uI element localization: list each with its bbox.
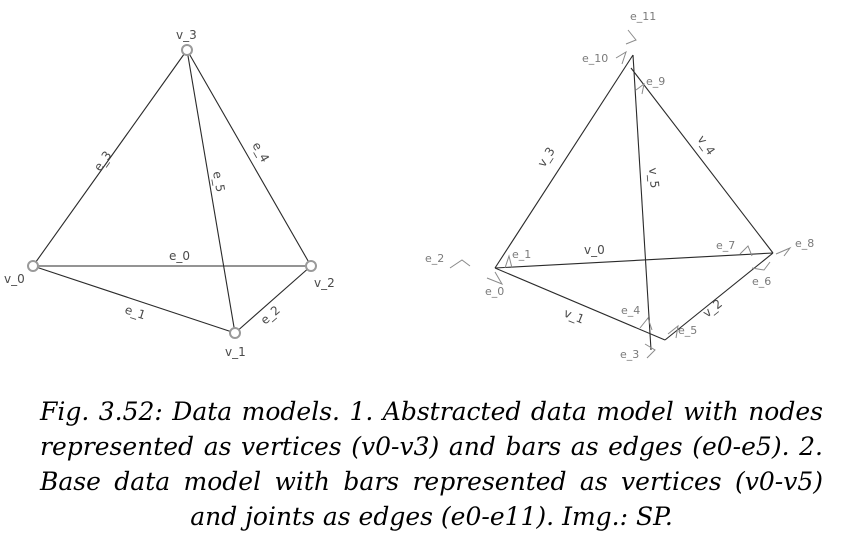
joint-label-e5: e_5 (678, 324, 697, 337)
vertex-v1 (229, 327, 241, 339)
joint-e9 (635, 82, 645, 95)
vertex-label-v2: v_2 (314, 276, 335, 290)
bar-label-v3: v_3 (535, 145, 558, 170)
vertex-label-v3: v_3 (176, 28, 197, 42)
joint-label-e10: e_10 (582, 52, 608, 65)
vertex-v2 (305, 260, 317, 272)
bar-v1 (494, 267, 666, 341)
joint-e3 (644, 343, 656, 359)
bar-label-v0: v_0 (584, 243, 605, 257)
joint-label-e1: e_1 (512, 248, 531, 261)
joint-label-e0: e_0 (485, 285, 504, 298)
base-data-model: v_0 v_1 v_2 v_3 v_4 v_5 e_0 e_1 e_2 e_3 … (425, 10, 814, 361)
vertex-v3 (181, 44, 193, 56)
edge-e4 (186, 49, 312, 267)
joint-label-e9: e_9 (646, 75, 665, 88)
bar-v3 (494, 54, 634, 269)
edge-label-e1: e_1 (123, 303, 147, 323)
joint-e11 (625, 29, 637, 45)
joint-label-e6: e_6 (752, 275, 771, 288)
joint-label-e8: e_8 (795, 237, 814, 250)
vertex-label-v0: v_0 (4, 272, 25, 286)
joint-e6 (751, 261, 771, 271)
bar-v0 (494, 252, 774, 269)
joint-label-e2: e_2 (425, 252, 444, 265)
bar-label-v2: v_2 (700, 296, 725, 320)
figure-caption: Fig. 3.52: Data models. 1. Abstracted da… (40, 397, 823, 531)
figure-canvas: v_0 v_1 v_2 v_3 e_0 e_1 e_2 e_3 e_4 e_5 … (4, 10, 814, 361)
bar-label-v4: v_4 (695, 133, 718, 158)
abstracted-data-model: v_0 v_1 v_2 v_3 e_0 e_1 e_2 e_3 e_4 e_5 (4, 28, 335, 359)
bar-v2 (664, 252, 774, 341)
edge-label-e3: e_3 (91, 148, 115, 173)
joint-e2 (449, 259, 471, 269)
edge-e1 (32, 265, 236, 334)
vertex-label-v1: v_1 (225, 345, 246, 359)
joint-e7 (739, 245, 753, 257)
joint-e5 (667, 324, 679, 339)
joint-label-e3: e_3 (620, 348, 639, 361)
joint-e8 (775, 246, 792, 257)
joint-e0 (486, 271, 504, 286)
bar-v5 (632, 54, 652, 351)
joint-e4 (639, 316, 653, 331)
edge-e2 (234, 265, 312, 334)
edge-e3 (32, 49, 188, 267)
joint-label-e7: e_7 (716, 239, 735, 252)
joint-label-e11: e_11 (630, 10, 656, 23)
edge-e5 (186, 49, 236, 334)
bar-v4 (630, 67, 774, 254)
edge-label-e4: e_4 (249, 140, 272, 165)
joint-e10 (615, 50, 627, 65)
edge-label-e0: e_0 (169, 249, 190, 263)
edge-label-e2: e_2 (258, 303, 283, 327)
bar-label-v5: v_5 (646, 167, 662, 189)
bar-label-v1: v_1 (562, 306, 586, 327)
vertex-v0 (27, 260, 39, 272)
joint-e1 (504, 254, 513, 269)
edge-label-e5: e_5 (210, 170, 227, 193)
joint-label-e4: e_4 (621, 304, 640, 317)
